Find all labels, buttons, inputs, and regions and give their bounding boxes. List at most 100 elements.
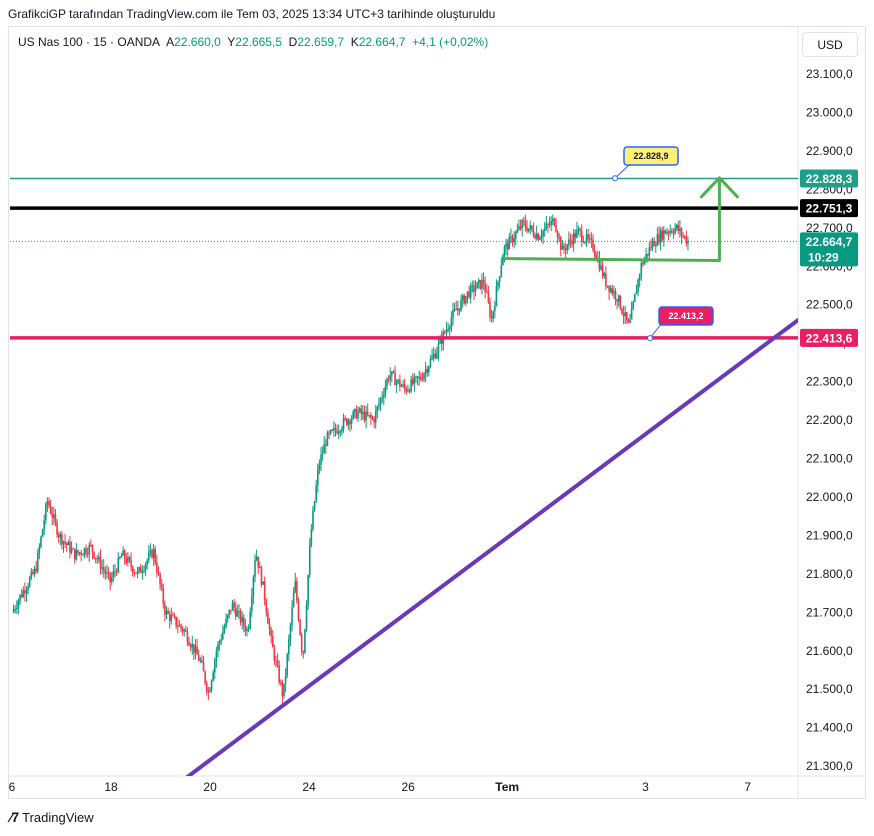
candle-body <box>30 571 33 579</box>
candle-body <box>123 550 126 560</box>
symbol-name[interactable]: US Nas 100 · 15 · OANDA <box>18 35 161 49</box>
candle-body <box>608 285 610 292</box>
candle-body <box>144 564 147 571</box>
candle-body <box>228 609 231 615</box>
candle-body <box>540 236 543 238</box>
candle-body <box>629 319 631 323</box>
candle-body <box>534 235 536 239</box>
callout-low-connector <box>649 322 663 339</box>
low-label: D <box>288 35 298 49</box>
y-tick-label: 22.300,0 <box>806 375 853 389</box>
candle-body <box>181 628 184 632</box>
candle-body <box>492 311 495 319</box>
candle-body <box>675 224 678 229</box>
candle-body <box>381 397 383 399</box>
candle-body <box>77 550 79 554</box>
candle-body <box>188 642 190 646</box>
candle-body <box>270 629 272 637</box>
candle-body <box>403 384 406 389</box>
candle-body <box>450 318 453 328</box>
candle-body <box>149 550 152 554</box>
candle-body <box>294 581 297 593</box>
candle-body <box>223 627 226 633</box>
candle-body <box>667 232 670 234</box>
candle-body <box>439 338 441 344</box>
candle-body <box>424 369 427 374</box>
callout-low-anchor[interactable] <box>647 335 653 342</box>
candle-body <box>27 586 29 590</box>
candle-body <box>218 641 221 644</box>
candle-body <box>307 575 309 606</box>
candle-body <box>529 225 532 229</box>
candle-body <box>43 520 45 530</box>
candle-body <box>35 568 37 572</box>
candle-body <box>160 584 163 589</box>
y-tick-label: 21.400,0 <box>806 721 853 735</box>
candle-body <box>115 571 118 573</box>
candle-body <box>104 570 107 574</box>
candle-body <box>48 500 50 507</box>
candle-body <box>168 613 171 621</box>
candle-body <box>334 427 337 431</box>
candle-body <box>458 308 461 311</box>
candle-body <box>165 610 168 615</box>
candle-body <box>448 327 451 330</box>
candle-body <box>194 646 197 653</box>
candle-body <box>156 562 158 573</box>
candle-body <box>305 605 308 630</box>
candle-body <box>611 288 614 294</box>
currency-button[interactable]: USD <box>802 32 858 57</box>
candle-body <box>259 567 261 569</box>
candle-body <box>440 338 443 344</box>
candle-body <box>683 235 686 237</box>
callout-high-anchor[interactable] <box>612 175 618 182</box>
candle-body <box>580 230 583 241</box>
candle-body <box>400 385 403 387</box>
candle-body <box>238 610 240 612</box>
candle-body <box>521 220 523 229</box>
candle-body <box>154 548 157 563</box>
candle-body <box>603 273 606 277</box>
candle-body <box>506 243 509 250</box>
candle-body <box>265 600 268 613</box>
candle-body <box>120 555 123 558</box>
candle-body <box>94 557 97 559</box>
tradingview-logo[interactable]: ⁄7 TradingView <box>10 809 94 825</box>
candle-body <box>437 343 440 353</box>
candle-body <box>677 224 680 231</box>
upper-target-price-label: 22.828,3 <box>806 172 853 186</box>
candle-body <box>479 280 482 289</box>
candle-body <box>640 262 643 275</box>
candle-body <box>337 431 340 434</box>
candle-body <box>371 417 374 419</box>
candle-body <box>215 651 218 661</box>
candle-body <box>457 308 459 311</box>
candle-body <box>560 237 562 250</box>
candle-body <box>643 259 646 265</box>
candle-body <box>347 420 350 425</box>
candle-body <box>273 647 276 661</box>
candle-body <box>249 611 251 629</box>
candle-body <box>44 504 47 521</box>
candle-body <box>579 228 581 231</box>
candle-body <box>128 557 131 560</box>
candle-body <box>556 231 559 238</box>
candle-body <box>271 636 274 648</box>
candle-body <box>72 548 74 550</box>
candle-body <box>619 295 622 309</box>
candle-body <box>333 427 335 431</box>
candle-body <box>325 444 327 446</box>
candle-body <box>539 237 541 240</box>
candle-body <box>286 654 289 676</box>
candle-body <box>167 610 169 614</box>
candle-body <box>130 559 132 567</box>
candle-body <box>555 225 557 232</box>
candle-body <box>183 630 186 632</box>
candle-body <box>416 376 419 379</box>
candle-body <box>601 265 604 277</box>
y-tick-label: 21.600,0 <box>806 644 853 658</box>
change-value: +4,1 (+0,02%) <box>412 35 489 49</box>
candle-body <box>209 689 211 693</box>
candle-body <box>122 550 124 556</box>
